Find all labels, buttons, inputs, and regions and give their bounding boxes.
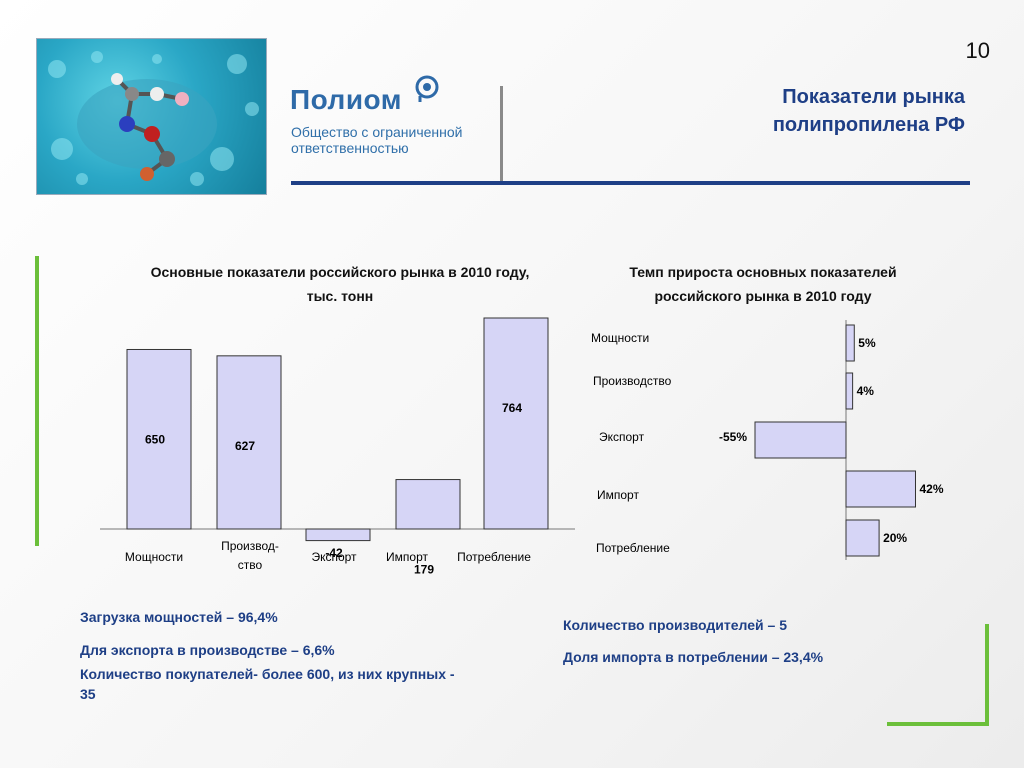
decor-green-line-corner-vertical bbox=[985, 624, 989, 725]
fact-import-share: Доля импорта в потреблении – 23,4% bbox=[563, 649, 824, 665]
logo-subtitle: Общество с ограниченной ответственностью bbox=[291, 124, 463, 156]
chart1-bar bbox=[216, 355, 282, 530]
decor-green-line-left bbox=[35, 256, 39, 546]
chart2-title: Темп прироста основных показателей росси… bbox=[629, 264, 897, 304]
logo-name: Полиом bbox=[290, 84, 402, 115]
molecule-image bbox=[36, 38, 267, 195]
chart1-bar bbox=[126, 348, 192, 530]
page-number: 10 bbox=[965, 38, 990, 63]
header-divider-vertical bbox=[500, 86, 503, 183]
logo-mark-icon bbox=[415, 75, 439, 102]
fact-buyers-count: Количество покупателей- более 600, из ни… bbox=[80, 666, 455, 702]
chart1-data-label: 627 bbox=[235, 439, 255, 453]
fact-export-share: Для экспорта в производстве – 6,6% bbox=[80, 642, 335, 658]
chart1-category-label-line2: ство bbox=[238, 558, 263, 572]
chart1-bar bbox=[483, 317, 549, 530]
chart1-data-label: 179 bbox=[414, 563, 434, 577]
chart1-data-label: -42 bbox=[325, 546, 343, 560]
fact-capacity-load: Загрузка мощностей – 96,4% bbox=[80, 609, 278, 625]
chart1-category-label: Экспорт bbox=[311, 550, 357, 564]
chart1-bar bbox=[395, 479, 461, 530]
chart1-bar bbox=[305, 528, 371, 542]
molecule-illustration bbox=[48, 51, 259, 186]
chart1-category-label: Мощности bbox=[125, 550, 183, 564]
chart1-data-label: 650 bbox=[145, 432, 165, 446]
header-divider-horizontal bbox=[291, 181, 970, 185]
chart1-title: Основные показатели российского рынка в … bbox=[150, 264, 530, 304]
chart1-category-label: Производ- bbox=[221, 539, 279, 553]
decor-green-line-corner-horizontal bbox=[887, 722, 989, 726]
chart1-data-label: 764 bbox=[502, 401, 522, 415]
chart1-category-label: Импорт bbox=[386, 550, 428, 564]
slide-title: Показатели рынка полипропилена РФ bbox=[772, 86, 965, 136]
fact-producers-count: Количество производителей – 5 bbox=[563, 617, 787, 633]
chart1-category-label: Потребление bbox=[457, 550, 531, 564]
